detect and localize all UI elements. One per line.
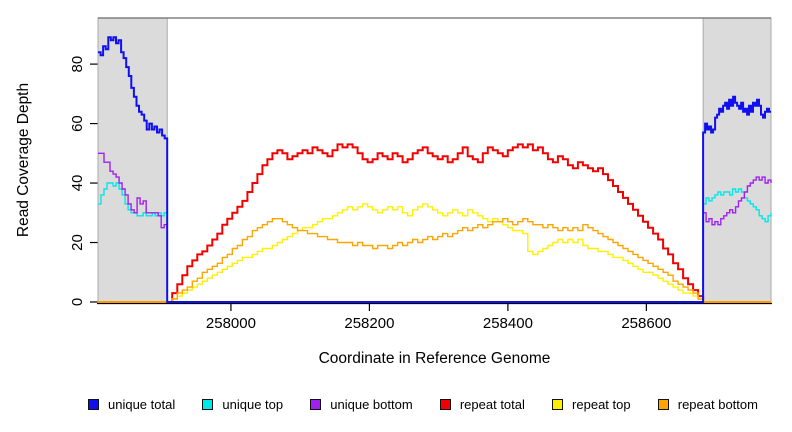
legend-swatch-unique-bottom <box>310 399 322 410</box>
legend-item-unique-bottom: unique bottom <box>310 397 413 412</box>
legend-swatch-unique-total <box>88 399 99 410</box>
y-tick-label: 40 <box>69 175 86 192</box>
legend-item-repeat-top: repeat top <box>552 397 631 412</box>
legend: unique total unique top unique bottom repea… <box>88 397 758 412</box>
y-tick-label: 20 <box>69 234 86 251</box>
series-line-unique-bottom <box>98 152 772 303</box>
series-line-repeat-bottom <box>98 218 771 303</box>
legend-item-repeat-total: repeat total <box>439 397 525 412</box>
y-tick-label: 60 <box>69 115 86 132</box>
legend-label: repeat top <box>572 397 631 412</box>
legend-item-unique-top: unique top <box>202 397 283 412</box>
x-tick-label: 258400 <box>483 315 533 332</box>
x-tick-label: 258600 <box>621 315 671 332</box>
shaded-region-right <box>702 17 772 303</box>
legend-item-unique-total: unique total <box>88 397 175 412</box>
legend-swatch-repeat-bottom <box>657 399 669 410</box>
shaded-region-left <box>97 17 168 303</box>
legend-label: unique total <box>108 397 176 412</box>
legend-swatch-repeat-total <box>439 399 451 410</box>
x-axis-label: Coordinate in Reference Genome <box>318 350 551 367</box>
y-tick-label: 80 <box>69 56 86 73</box>
legend-label: unique top <box>222 397 284 412</box>
legend-item-repeat-bottom: repeat bottom <box>657 397 758 412</box>
y-tick-label: 0 <box>69 298 86 306</box>
legend-swatch-unique-top <box>202 399 214 410</box>
series-line-repeat-total <box>98 143 771 303</box>
series-line-unique-total <box>98 36 771 303</box>
legend-label: repeat total <box>459 397 525 412</box>
legend-swatch-repeat-top <box>552 399 564 410</box>
x-tick-label: 258200 <box>344 315 394 332</box>
x-tick-label: 258000 <box>206 315 256 332</box>
legend-label: unique bottom <box>330 397 413 412</box>
legend-label: repeat bottom <box>677 397 758 412</box>
series-line-repeat-top <box>98 203 771 303</box>
y-axis-label: Read Coverage Depth <box>15 82 32 238</box>
